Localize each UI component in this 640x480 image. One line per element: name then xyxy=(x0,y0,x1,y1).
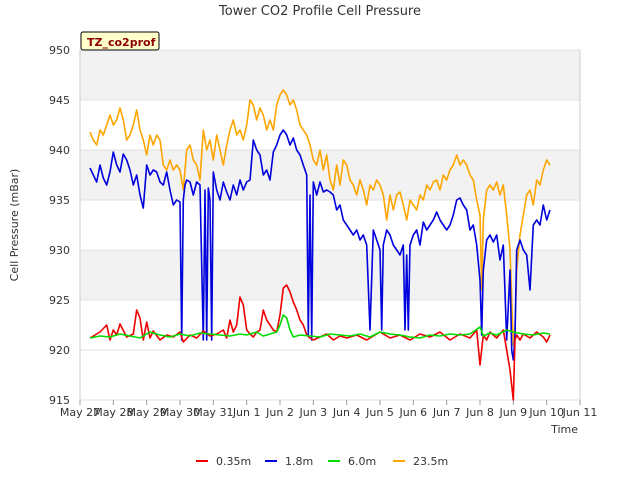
grid-band xyxy=(80,250,580,300)
x-tick-label: May 31 xyxy=(193,406,233,419)
y-tick-label: 925 xyxy=(49,294,70,307)
x-tick-label: Jun 5 xyxy=(365,406,394,419)
y-tick-label: 935 xyxy=(49,194,70,207)
x-tick-label: Jun 11 xyxy=(562,406,598,419)
x-tick-label: Jun 1 xyxy=(232,406,261,419)
series-lines xyxy=(89,89,551,401)
x-tick-label: Jun 9 xyxy=(498,406,527,419)
x-tick-label: Jun 3 xyxy=(298,406,327,419)
series-line-0.35m xyxy=(89,284,551,401)
x-tick-label: Jun 2 xyxy=(265,406,294,419)
x-tick-label: Jun 10 xyxy=(528,406,564,419)
y-tick-label: 945 xyxy=(49,94,70,107)
plot-area-border xyxy=(79,49,581,401)
badge: TZ_co2prof xyxy=(80,31,160,51)
grid-band xyxy=(80,50,580,100)
y-tick-label: 930 xyxy=(49,244,70,257)
x-tick-label: Jun 6 xyxy=(398,406,427,419)
y-axis: 915 920 925 930 935 940 945 950 xyxy=(49,44,580,407)
x-axis-label: Time xyxy=(550,423,578,436)
y-tick-label: 950 xyxy=(49,44,70,57)
x-tick-label: May 30 xyxy=(160,406,200,419)
x-tick-label: May 28 xyxy=(93,406,133,419)
y-tick-label: 940 xyxy=(49,144,70,157)
chart-title: Tower CO2 Profile Cell Pressure xyxy=(218,4,421,19)
legend-label-0.35m: 0.35m xyxy=(216,455,251,468)
x-tick-label: Jun 8 xyxy=(465,406,494,419)
x-tick-label: May 27 xyxy=(60,406,100,419)
series-line-23.5m xyxy=(89,89,551,346)
y-axis-label: Cell Pressure (mBar) xyxy=(8,169,21,282)
badge-label: TZ_co2prof xyxy=(87,36,156,49)
x-tick-label: Jun 4 xyxy=(332,406,361,419)
y-tick-label: 915 xyxy=(49,394,70,407)
series-line-1.8m xyxy=(89,129,551,361)
badge-box xyxy=(80,31,160,51)
series-line-6.0m xyxy=(89,314,551,339)
legend-label-6.0m: 6.0m xyxy=(348,455,376,468)
legend-label-23.5m: 23.5m xyxy=(413,455,448,468)
x-tick-label: Jun 7 xyxy=(432,406,461,419)
legend-label-1.8m: 1.8m xyxy=(285,455,313,468)
legend: 0.35m 1.8m 6.0m 23.5m xyxy=(196,455,448,468)
y-tick-label: 920 xyxy=(49,344,70,357)
x-tick-label: May 29 xyxy=(127,406,167,419)
